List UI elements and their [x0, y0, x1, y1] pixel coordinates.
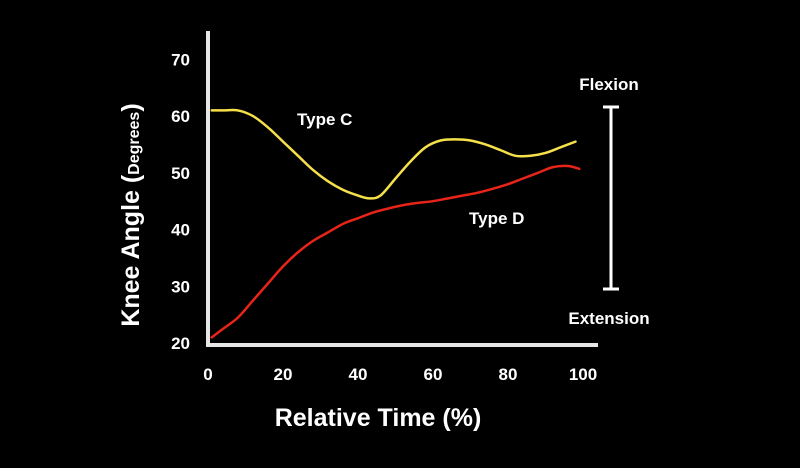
y-tick-label: 40 — [171, 221, 190, 240]
extension-label: Extension — [568, 309, 649, 328]
y-tick-label: 60 — [171, 107, 190, 126]
y-tick-label: 50 — [171, 164, 190, 183]
flexion-label: Flexion — [579, 75, 639, 94]
x-axis-title: Relative Time (%) — [275, 404, 482, 432]
series-line-type-d — [210, 164, 581, 339]
y-axis-title-paren-open: ( — [117, 174, 145, 183]
y-axis-title-unit: Degrees — [126, 112, 143, 175]
series-label-type-c: Type C — [297, 110, 352, 129]
x-tick-label: 60 — [424, 365, 443, 384]
series-label-type-d: Type D — [469, 209, 524, 228]
y-tick-labels: 20 30 40 50 60 70 — [171, 50, 190, 353]
x-tick-label: 0 — [203, 365, 212, 384]
x-tick-label: 100 — [569, 365, 597, 384]
y-tick-label: 30 — [171, 277, 190, 296]
x-tick-label: 80 — [499, 365, 518, 384]
x-tick-label: 40 — [349, 365, 368, 384]
y-axis-title-paren-close: ) — [117, 103, 145, 111]
y-tick-label: 70 — [171, 50, 190, 69]
series-line-type-c — [210, 108, 577, 200]
y-axis-title: Knee Angle (Degrees) — [117, 103, 145, 326]
flexion-extension-range — [603, 105, 619, 291]
x-tick-label: 20 — [274, 365, 293, 384]
series-lines — [210, 108, 581, 339]
y-tick-label: 20 — [171, 334, 190, 353]
x-tick-labels: 0 20 40 60 80 100 — [203, 365, 597, 384]
y-axis-title-main: Knee Angle — [117, 183, 145, 327]
